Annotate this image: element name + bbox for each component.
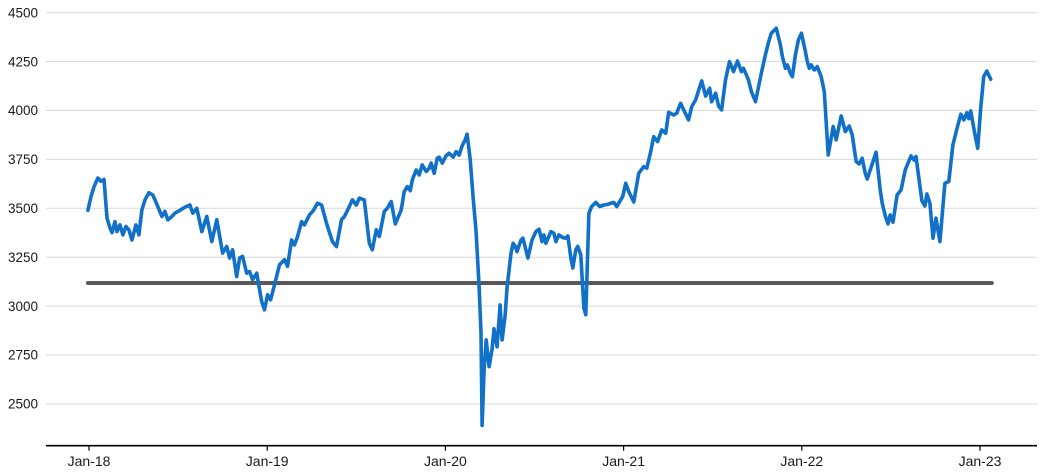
index-price-line — [86, 26, 993, 428]
x-tick-label: Jan-20 — [424, 453, 467, 469]
y-tick-label: 3750 — [8, 152, 38, 167]
x-tick-label: Jan-22 — [780, 453, 823, 469]
x-tick-label: Jan-18 — [68, 453, 111, 469]
y-tick-label: 4500 — [8, 5, 38, 20]
x-tick-label: Jan-19 — [246, 453, 289, 469]
y-tick-label: 4000 — [8, 103, 38, 118]
x-tick-label: Jan-23 — [959, 453, 1002, 469]
y-tick-label: 3000 — [8, 299, 38, 314]
y-tick-label: 2500 — [8, 397, 38, 412]
x-tick-label: Jan-21 — [602, 453, 645, 469]
y-tick-label: 3500 — [8, 201, 38, 216]
y-tick-label: 4250 — [8, 54, 38, 69]
y-tick-label: 2750 — [8, 348, 38, 363]
y-tick-label: 3250 — [8, 250, 38, 265]
